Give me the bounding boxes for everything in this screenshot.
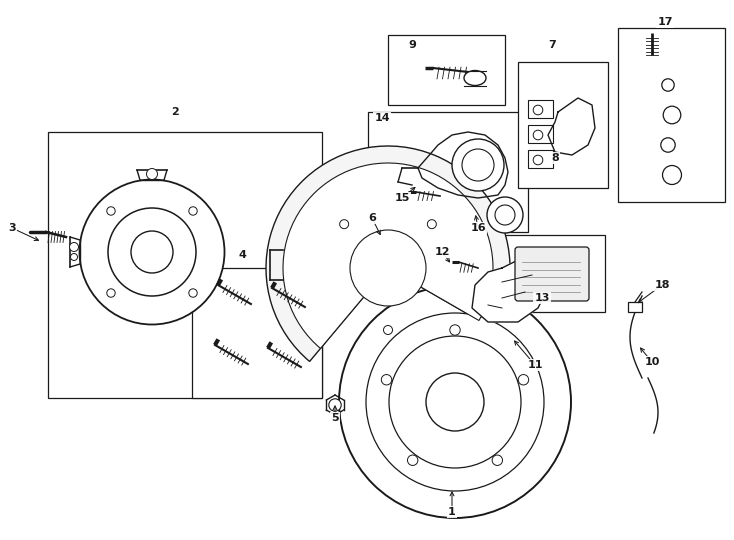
- Circle shape: [450, 325, 460, 335]
- Text: 11: 11: [527, 360, 542, 370]
- Text: 9: 9: [408, 40, 416, 50]
- Text: 18: 18: [654, 280, 669, 290]
- Bar: [192, 268, 322, 398]
- Text: 16: 16: [470, 223, 486, 233]
- Text: 17: 17: [657, 17, 673, 27]
- Ellipse shape: [366, 313, 544, 491]
- Circle shape: [664, 106, 681, 124]
- Text: 14: 14: [374, 113, 390, 123]
- Text: 13: 13: [534, 293, 550, 303]
- Text: 10: 10: [644, 357, 660, 367]
- Ellipse shape: [426, 373, 484, 431]
- Ellipse shape: [389, 336, 521, 468]
- Circle shape: [533, 105, 543, 115]
- Bar: [528, 150, 553, 168]
- Circle shape: [329, 399, 341, 411]
- Text: 12: 12: [435, 247, 450, 257]
- Text: 3: 3: [8, 223, 16, 233]
- Ellipse shape: [108, 208, 196, 296]
- Circle shape: [663, 165, 681, 185]
- Bar: [628, 302, 642, 312]
- Circle shape: [70, 242, 79, 252]
- Text: 8: 8: [551, 153, 559, 163]
- Circle shape: [106, 289, 115, 297]
- Wedge shape: [266, 146, 510, 361]
- Bar: [528, 100, 553, 118]
- Wedge shape: [283, 163, 493, 348]
- Ellipse shape: [452, 139, 504, 191]
- Bar: [388, 35, 505, 105]
- FancyBboxPatch shape: [515, 247, 589, 301]
- Bar: [618, 28, 725, 202]
- Ellipse shape: [131, 231, 173, 273]
- Circle shape: [487, 197, 523, 233]
- Circle shape: [533, 130, 543, 140]
- Polygon shape: [472, 255, 548, 322]
- Circle shape: [340, 220, 349, 228]
- Bar: [518, 62, 608, 188]
- Circle shape: [662, 79, 675, 91]
- Ellipse shape: [339, 286, 571, 518]
- Text: 7: 7: [548, 40, 556, 50]
- Circle shape: [147, 168, 158, 179]
- Text: 2: 2: [171, 107, 179, 117]
- Bar: [528, 125, 553, 143]
- Circle shape: [382, 375, 392, 385]
- Circle shape: [70, 253, 78, 260]
- Circle shape: [189, 289, 197, 297]
- Circle shape: [106, 207, 115, 215]
- Circle shape: [189, 207, 197, 215]
- Bar: [505, 235, 605, 312]
- Text: 6: 6: [368, 213, 376, 223]
- Circle shape: [533, 155, 543, 165]
- Text: 1: 1: [448, 507, 456, 517]
- Circle shape: [383, 326, 393, 334]
- Text: 4: 4: [238, 250, 246, 260]
- Ellipse shape: [464, 71, 486, 85]
- Circle shape: [492, 455, 503, 465]
- Text: 15: 15: [394, 193, 410, 203]
- Circle shape: [495, 205, 515, 225]
- Circle shape: [407, 455, 418, 465]
- Ellipse shape: [79, 179, 225, 325]
- Circle shape: [661, 138, 675, 152]
- Circle shape: [518, 375, 528, 385]
- Circle shape: [427, 220, 436, 228]
- Bar: [368, 112, 528, 232]
- Bar: [48, 132, 322, 398]
- Ellipse shape: [462, 149, 494, 181]
- Text: 5: 5: [331, 413, 339, 423]
- Circle shape: [350, 230, 426, 306]
